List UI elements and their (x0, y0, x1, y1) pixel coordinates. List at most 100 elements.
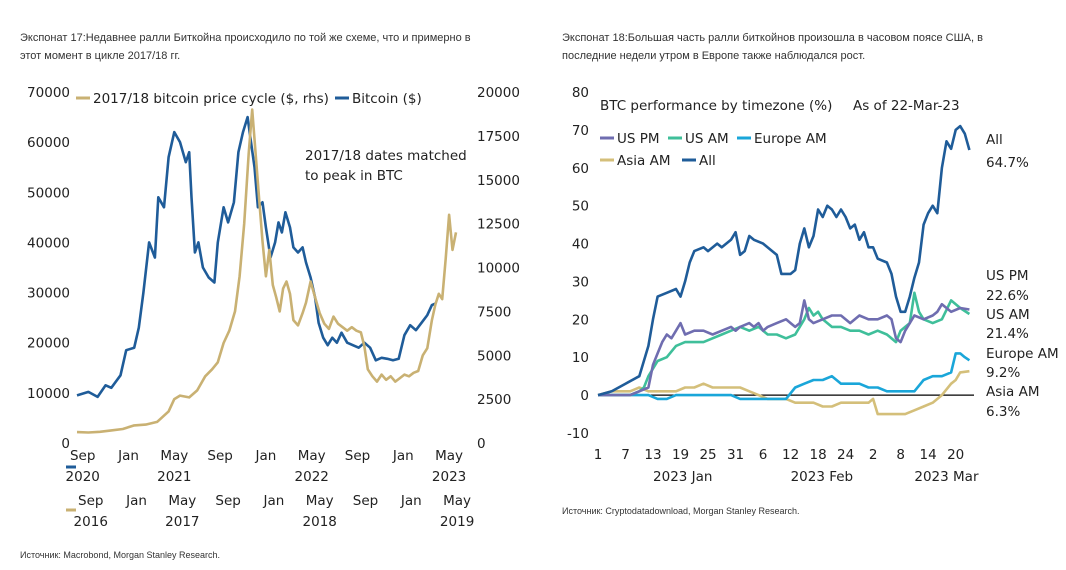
legend-label-us-pm: US PM (617, 131, 660, 147)
left-axis-tick-label: 0 (61, 436, 70, 452)
x-axis-bottom-tick-label: May (168, 493, 196, 509)
x-axis-bottom-tick-label: Sep (353, 493, 378, 509)
series-line-2017-18-cycle (76, 108, 458, 434)
x-axis-bottom-year-label: 2019 (440, 514, 474, 530)
chart-title: BTC performance by timezone (%) (600, 98, 832, 114)
x-axis-tick-label: 1 (594, 447, 603, 463)
x-axis-tick-label: 13 (644, 447, 661, 463)
left-axis-tick-label: 10000 (27, 386, 70, 402)
end-label-name-europe-am: Europe AM (986, 346, 1059, 362)
right-axis-tick-label: 20000 (477, 85, 520, 101)
x-axis-tick-label: 7 (621, 447, 630, 463)
exhibit18-heading: Экспонат 18:Большая часть ралли биткойно… (562, 29, 1032, 65)
legend-label-asia-am: Asia AM (617, 153, 670, 169)
x-axis-top-tick-label: Sep (345, 448, 370, 464)
y-axis-tick-label: 80 (572, 85, 589, 101)
x-axis-top-tick-label: Jan (255, 448, 277, 464)
x-axis-tick-label: 18 (810, 447, 827, 463)
x-axis-tick-label: 31 (727, 447, 744, 463)
chart-annotation-line1: 2017/18 dates matched (305, 148, 467, 164)
y-axis-tick-label: 30 (572, 274, 589, 290)
x-axis-tick-label: 2 (869, 447, 878, 463)
series-line-us-pm (598, 299, 970, 397)
x-axis-bottom-year-label: 2018 (303, 514, 337, 530)
chart-subtitle: As of 22-Mar-23 (853, 98, 960, 114)
x-axis-month-label: 2023 Mar (914, 469, 979, 485)
y-axis-tick-label: 10 (572, 350, 589, 366)
x-axis-top-tick-label: Sep (207, 448, 232, 464)
end-label-value-europe-am: 9.2% (986, 365, 1020, 381)
end-label-name-us-pm: US PM (986, 268, 1029, 284)
end-label-value-us-am: 21.4% (986, 326, 1029, 342)
x-axis-bottom-tick-label: Sep (215, 493, 240, 509)
exhibit18-source: Источник: Cryptodatadownload, Morgan Sta… (562, 506, 800, 516)
x-axis-bottom-tick-label: May (306, 493, 334, 509)
x-axis-bottom-tick-label: Jan (263, 493, 285, 509)
x-axis-month-label: 2023 Feb (791, 469, 854, 485)
series-line-us-am (598, 291, 971, 397)
end-label-name-asia-am: Asia AM (986, 384, 1039, 400)
x-axis-tick-label: 24 (837, 447, 854, 463)
x-axis-bottom-tick-label: Jan (125, 493, 147, 509)
x-axis-top-year-label: 2021 (157, 469, 191, 485)
exhibit17-title: Недавнее ралли Биткойна происходило по т… (20, 32, 471, 62)
end-label-value-all: 64.7% (986, 155, 1029, 171)
left-axis-tick-label: 70000 (27, 85, 70, 101)
right-axis-tick-label: 2500 (477, 392, 511, 408)
right-axis-tick-label: 17500 (477, 129, 520, 145)
legend-label-2017-18-cycle: 2017/18 bitcoin price cycle ($, rhs) (93, 91, 329, 107)
x-axis-bottom-tick-label: May (443, 493, 471, 509)
x-axis-tick-label: 12 (782, 447, 799, 463)
x-axis-top-tick-label: Jan (392, 448, 414, 464)
y-axis-tick-label: 40 (572, 237, 589, 253)
x-axis-tick-label: 19 (672, 447, 689, 463)
right-axis-tick-label: 15000 (477, 173, 520, 189)
legend-label-us-am: US AM (685, 131, 729, 147)
y-axis-tick-label: 50 (572, 199, 589, 215)
x-axis-top-tick-label: Jan (117, 448, 139, 464)
exhibit17-source: Источник: Macrobond, Morgan Stanley Rese… (20, 550, 221, 560)
legend-label-europe-am: Europe AM (754, 131, 827, 147)
end-label-name-us-am: US AM (986, 307, 1030, 323)
end-label-name-all: All (986, 132, 1003, 148)
left-axis-tick-label: 50000 (27, 185, 70, 201)
x-axis-tick-label: 8 (896, 447, 905, 463)
x-axis-bottom-year-label: 2016 (74, 514, 108, 530)
right-axis-tick-label: 5000 (477, 348, 511, 364)
x-axis-bottom-year-label: 2017 (165, 514, 199, 530)
x-axis-tick-label: 25 (699, 447, 716, 463)
x-axis-top-tick-label: May (298, 448, 326, 464)
chart-annotation-line2: to peak in BTC (305, 168, 403, 184)
x-axis-top-tick-label: May (160, 448, 188, 464)
end-label-value-asia-am: 6.3% (986, 404, 1020, 420)
right-axis-tick-label: 0 (477, 436, 486, 452)
legend-label-bitcoin: Bitcoin ($) (352, 91, 422, 107)
exhibit17-tag: Экспонат 17: (20, 32, 86, 44)
right-axis-tick-label: 10000 (477, 261, 520, 277)
left-axis-tick-label: 40000 (27, 235, 70, 251)
series-line-all (597, 124, 971, 397)
y-axis-tick-label: 60 (572, 161, 589, 177)
left-axis-tick-label: 20000 (27, 336, 70, 352)
x-axis-top-tick-label: May (435, 448, 463, 464)
y-axis-tick-label: -10 (567, 426, 589, 442)
legend-label-all: All (699, 153, 716, 169)
x-axis-bottom-tick-label: Jan (400, 493, 422, 509)
x-axis-top-tick-label: Sep (70, 448, 95, 464)
x-axis-top-year-label: 2020 (66, 469, 100, 485)
x-axis-month-label: 2023 Jan (653, 469, 712, 485)
left-axis-tick-label: 30000 (27, 286, 70, 302)
exhibit18-tag: Экспонат 18: (562, 32, 628, 44)
x-axis-top-year-label: 2022 (295, 469, 329, 485)
x-axis-tick-label: 14 (920, 447, 937, 463)
exhibit17-heading: Экспонат 17:Недавнее ралли Биткойна прои… (20, 29, 490, 65)
end-label-value-us-pm: 22.6% (986, 288, 1029, 304)
y-axis-tick-label: 0 (580, 388, 589, 404)
series-line-asia-am (597, 369, 970, 416)
right-axis-tick-label: 7500 (477, 304, 511, 320)
exhibit18-title: Большая часть ралли биткойнов произошла … (562, 32, 983, 62)
left-axis-tick-label: 60000 (27, 135, 70, 151)
y-axis-tick-label: 20 (572, 312, 589, 328)
right-axis-tick-label: 12500 (477, 217, 520, 233)
